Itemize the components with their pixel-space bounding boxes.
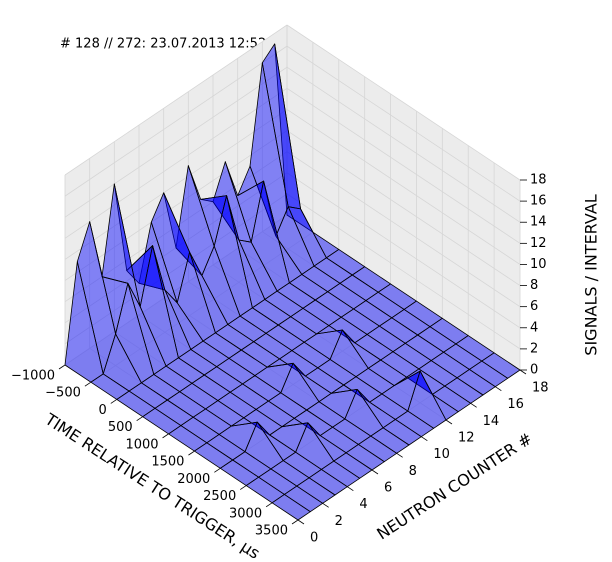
y-tick xyxy=(421,436,428,441)
x-tick-label: 1000 xyxy=(125,437,158,452)
x-tick-label: 0 xyxy=(98,403,106,418)
y-tick xyxy=(322,503,329,508)
y-tick xyxy=(495,386,502,391)
x-tick xyxy=(214,468,221,473)
surface-patch xyxy=(271,493,311,521)
z-axis-label: SIGNALS / INTERVAL xyxy=(582,194,601,356)
grid-line xyxy=(64,66,288,218)
x-tick xyxy=(136,416,143,421)
grid-line xyxy=(286,109,521,265)
y-tick-label: 4 xyxy=(359,497,367,512)
x-tick-label: 1500 xyxy=(151,455,184,470)
y-tick xyxy=(445,419,453,425)
z-tick-label: 12 xyxy=(530,236,547,251)
x-tick xyxy=(291,519,299,525)
z-tick-label: 0 xyxy=(530,363,538,378)
x-tick-label: 3000 xyxy=(229,506,262,521)
z-tick-label: 10 xyxy=(530,257,547,272)
y-tick xyxy=(347,486,354,491)
grid-line xyxy=(286,172,521,329)
x-tick-label: 3500 xyxy=(255,524,288,539)
grid-line xyxy=(286,151,521,307)
x-tick xyxy=(84,381,92,387)
pane xyxy=(65,25,287,365)
z-tick-label: 8 xyxy=(530,278,538,293)
z-tick-label: 4 xyxy=(530,320,538,335)
grid-line xyxy=(64,193,288,345)
z-tick-label: 16 xyxy=(530,194,547,209)
pane xyxy=(287,25,520,370)
y-tick xyxy=(396,453,403,458)
x-tick xyxy=(240,485,247,490)
grid-line xyxy=(64,88,288,239)
z-tick-label: 2 xyxy=(530,341,538,356)
z-tick-label: 18 xyxy=(530,173,547,188)
y-tick xyxy=(519,369,527,375)
y-tick-label: 14 xyxy=(483,414,500,429)
y-tick xyxy=(371,469,379,475)
grid-line xyxy=(286,193,521,350)
x-tick-label: −500 xyxy=(45,386,81,401)
y-tick xyxy=(297,519,305,525)
grid-line xyxy=(64,109,288,260)
grid-line xyxy=(64,45,288,197)
y-tick-label: 16 xyxy=(507,397,524,412)
y-tick-label: 8 xyxy=(409,464,417,479)
y-tick-label: 12 xyxy=(458,431,475,446)
x-tick xyxy=(110,399,117,404)
grid-line xyxy=(286,24,521,181)
x-tick-label: 2000 xyxy=(177,472,210,487)
grid-line xyxy=(64,24,288,176)
grid-line xyxy=(64,214,288,366)
y-tick-label: 18 xyxy=(532,381,549,396)
grid-line xyxy=(64,130,288,281)
chart-title: # 128 // 272: 23.07.2013 12:52:57 xyxy=(60,37,287,52)
y-tick xyxy=(470,403,477,408)
x-tick xyxy=(162,433,169,439)
x-tick-label: −1000 xyxy=(11,369,55,384)
grid-line xyxy=(286,88,521,244)
y-tick-label: 0 xyxy=(310,531,318,546)
x-tick xyxy=(188,450,195,456)
x-tick xyxy=(58,364,66,370)
z-tick-label: 6 xyxy=(530,299,538,314)
x-tick xyxy=(265,502,273,508)
x-tick-label: 2500 xyxy=(203,489,236,504)
grid-line xyxy=(286,66,521,223)
grid-line xyxy=(286,45,521,202)
grid-line xyxy=(286,130,521,286)
grid-line xyxy=(212,264,447,421)
y-tick-label: 10 xyxy=(433,447,450,462)
z-tick-label: 14 xyxy=(530,215,547,230)
y-tick-label: 6 xyxy=(384,481,392,496)
x-tick-label: 500 xyxy=(108,420,133,435)
y-tick-label: 2 xyxy=(335,514,343,529)
